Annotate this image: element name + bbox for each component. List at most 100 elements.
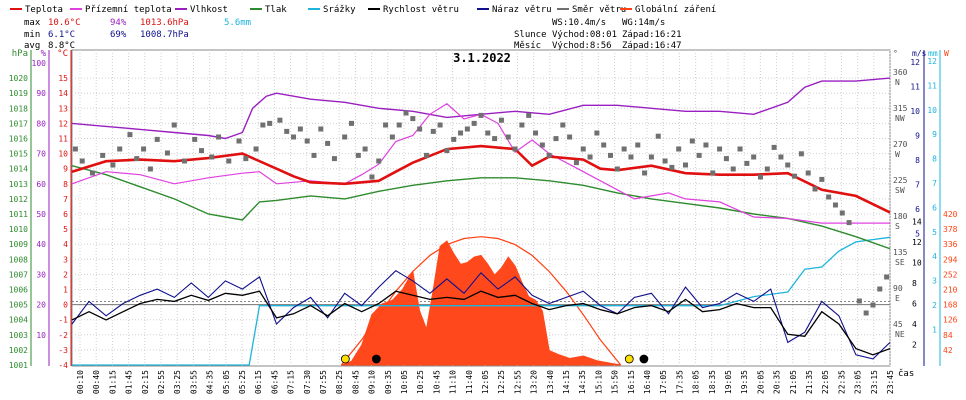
x-tick-34: 16:15 [627, 370, 636, 394]
tick-ms-upper-7: 5 [915, 230, 920, 239]
x-axis: 00:10 00:40 01:15 01:45 02:15 02:55 03:25 03:55… [76, 368, 914, 394]
x-tick-31: 14:35 [578, 370, 587, 394]
wind-dir-point [594, 130, 600, 136]
tick-ms-upper-3: 9 [915, 132, 920, 141]
wind-dir-point [362, 146, 368, 152]
x-tick-24: 11:40 [465, 370, 474, 394]
x-tick-45: 21:35 [805, 370, 814, 394]
wind-dir-point [389, 134, 395, 140]
tick-pct-2: 80 [36, 119, 46, 128]
wind-dir-point [209, 154, 215, 160]
tick-wm2-0: 420 [943, 210, 958, 219]
wind-dir-point [284, 128, 290, 134]
tick-compass-6: E [895, 294, 900, 303]
tick-pct-7: 30 [36, 270, 46, 279]
tick-temp-6: 9 [63, 165, 68, 174]
tick-ms-upper-5: 7 [915, 181, 920, 190]
axis-unit-dir: ° [893, 49, 898, 58]
tick-mm-2: 10 [927, 106, 937, 115]
wind-dir-point [757, 174, 763, 180]
wind-dir-point [614, 166, 620, 172]
info-moon-label: Měsíc [514, 41, 541, 51]
wind-dir-point [856, 298, 862, 304]
wind-dir-point [792, 173, 798, 179]
wind-dir-point [778, 154, 784, 160]
x-tick-29: 13:40 [546, 370, 555, 394]
wind-dir-point [805, 170, 811, 176]
tick-temp-11: 4 [63, 240, 68, 249]
tick-temp-4: 11 [58, 135, 68, 144]
tick-ms-upper-6: 6 [915, 205, 920, 214]
info-moon-rise: Východ:8:56 [552, 41, 612, 51]
wind-dir-point [79, 158, 85, 164]
tick-pct-4: 60 [36, 180, 46, 189]
wind-dir-point [342, 134, 348, 140]
x-tick-50: 23:45 [886, 370, 895, 394]
series-radiation [341, 240, 621, 366]
tick-compass-2: W [895, 150, 900, 159]
x-tick-40: 19:05 [724, 370, 733, 394]
tick-mm-9: 3 [932, 277, 937, 286]
tick-temp-5: 10 [58, 150, 68, 159]
wind-dir-point [826, 194, 832, 200]
tick-compass-7: NE [895, 330, 905, 339]
x-tick-14: 07:30 [303, 370, 312, 394]
tick-dir-2: 270 [893, 140, 908, 149]
tick-pct-5: 50 [36, 210, 46, 219]
tick-temp-2: 13 [58, 104, 68, 113]
axis-unit-pct: % [41, 49, 47, 59]
wind-dir-point [127, 132, 133, 138]
legend-label-8: Globální záření [635, 5, 716, 15]
wind-dir-point [764, 166, 770, 172]
x-tick-10: 05:25 [238, 370, 247, 394]
tick-pct-3: 70 [36, 150, 46, 159]
series-ground-temp [71, 103, 890, 224]
wind-dir-point [492, 136, 498, 142]
info-wg: WG:14m/s [622, 18, 665, 28]
wind-dir-point [505, 134, 511, 140]
wind-dir-point [553, 136, 559, 142]
wind-dir-point [730, 166, 736, 172]
x-tick-42: 20:05 [756, 370, 765, 394]
tick-wm2-5: 210 [943, 286, 958, 295]
x-tick-21: 10:25 [416, 370, 425, 394]
tick-temp-7: 8 [63, 180, 68, 189]
wind-dir-point [839, 210, 845, 216]
tick-dir-1: 315 [893, 104, 908, 113]
wind-dir-point [870, 302, 876, 308]
wind-dir-point [171, 122, 177, 128]
wind-dir-point [744, 160, 750, 166]
wind-dir-point [533, 130, 539, 136]
wind-dir-point [376, 158, 382, 164]
wind-dir-point [573, 160, 579, 166]
stat-min-temp: 6.1°C [48, 30, 75, 40]
marker-sunrise [340, 354, 350, 364]
wind-dir-point [451, 136, 457, 142]
wind-dir-point [311, 152, 317, 158]
wind-dir-point [383, 122, 389, 128]
x-tick-8: 04:35 [206, 370, 215, 394]
wind-dir-point [519, 122, 525, 128]
legend-label-7: Směr větru [572, 5, 626, 15]
x-tick-6: 03:25 [173, 370, 182, 394]
wind-dir-point [417, 126, 423, 132]
wind-dir-point [676, 146, 682, 152]
wind-dir-point [877, 286, 883, 292]
info-sun-set: Západ:16:21 [622, 30, 682, 40]
series-pressure [71, 165, 891, 250]
x-tick-49: 23:15 [870, 370, 879, 394]
x-tick-41: 19:35 [740, 370, 749, 394]
x-tick-13: 07:15 [287, 370, 296, 394]
wind-dir-point [812, 186, 818, 192]
wind-dir-point [832, 202, 838, 208]
wind-dir-point [430, 128, 436, 134]
x-tick-47: 22:35 [837, 370, 846, 394]
wind-dir-point [478, 112, 484, 118]
tick-hpa-8: 1012 [9, 195, 28, 204]
wind-dir-point [771, 144, 777, 150]
tick-hpa-18: 1002 [9, 346, 28, 355]
stat-max-press: 1013.6hPa [140, 18, 189, 28]
wind-dir-point [369, 174, 375, 180]
wind-dir-point [226, 158, 232, 164]
